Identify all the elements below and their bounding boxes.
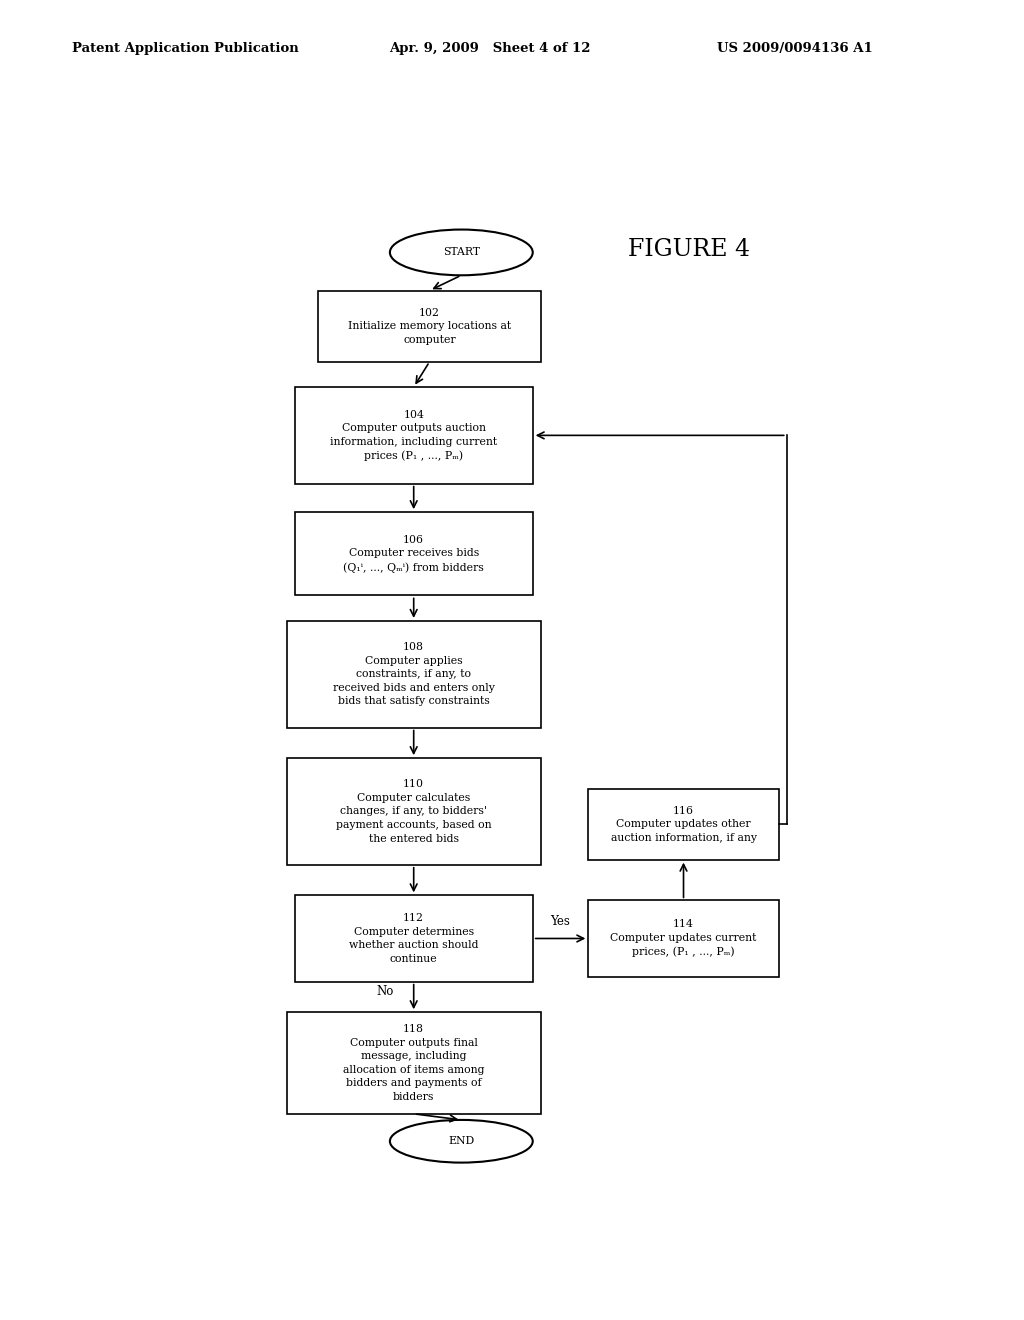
Text: 112
Computer determines
whether auction should
continue: 112 Computer determines whether auction …	[349, 913, 478, 964]
Bar	[318, 290, 541, 362]
Ellipse shape	[390, 230, 532, 276]
Text: START: START	[442, 247, 480, 257]
Bar	[287, 758, 541, 865]
Text: 110
Computer calculates
changes, if any, to bidders'
payment accounts, based on
: 110 Computer calculates changes, if any,…	[336, 779, 492, 843]
Bar	[295, 512, 532, 595]
Text: Patent Application Publication: Patent Application Publication	[72, 42, 298, 55]
Text: 102
Initialize memory locations at
computer: 102 Initialize memory locations at compu…	[348, 308, 511, 345]
Text: FIGURE 4: FIGURE 4	[628, 239, 751, 261]
Bar	[287, 620, 541, 727]
Bar	[588, 900, 778, 977]
Text: US 2009/0094136 A1: US 2009/0094136 A1	[717, 42, 872, 55]
Bar	[295, 895, 532, 982]
Bar	[588, 788, 778, 859]
Text: 116
Computer updates other
auction information, if any: 116 Computer updates other auction infor…	[610, 805, 757, 842]
Text: 108
Computer applies
constraints, if any, to
received bids and enters only
bids : 108 Computer applies constraints, if any…	[333, 642, 495, 706]
Text: END: END	[449, 1137, 474, 1146]
Text: 106
Computer receives bids
(Q₁ⁱ, ..., Qₘⁱ) from bidders: 106 Computer receives bids (Q₁ⁱ, ..., Qₘ…	[343, 535, 484, 573]
Text: 114
Computer updates current
prices, (P₁ , ..., Pₘ): 114 Computer updates current prices, (P₁…	[610, 920, 757, 957]
Text: Apr. 9, 2009   Sheet 4 of 12: Apr. 9, 2009 Sheet 4 of 12	[389, 42, 591, 55]
Bar	[287, 1012, 541, 1114]
Ellipse shape	[390, 1119, 532, 1163]
Text: 104
Computer outputs auction
information, including current
prices (P₁ , ..., Pₘ: 104 Computer outputs auction information…	[330, 409, 498, 461]
Text: Yes: Yes	[551, 915, 570, 928]
Text: 118
Computer outputs final
message, including
allocation of items among
bidders : 118 Computer outputs final message, incl…	[343, 1024, 484, 1102]
Bar	[295, 387, 532, 483]
Text: No: No	[377, 985, 394, 998]
